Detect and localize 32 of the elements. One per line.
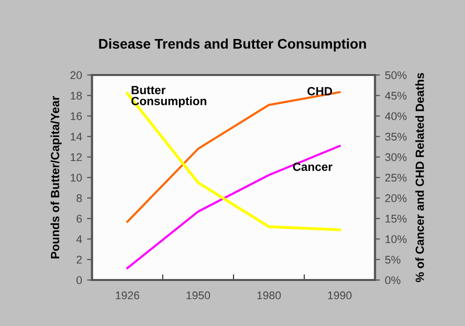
x-tick-label: 1980 [257,291,281,300]
y-tick-label: 0 [76,276,82,284]
y-axis-title: Pounds of Butter/Capita/Year [50,96,62,258]
chart-title: Disease Trends and Butter Consumption [99,38,366,52]
y-tick-label: 10 [70,174,82,182]
y2-tick-label: 10% [386,235,407,244]
y-tick-label: 18 [70,92,82,100]
x-tick-label: 1990 [328,291,352,300]
y2-tick-label: 25% [385,174,407,182]
y-tick-label: 20 [70,71,82,80]
y2-tick-label: 50% [385,71,407,80]
y2-tick-label: 40% [384,112,407,120]
y2-tick-label: 0% [385,276,400,284]
y2-tick-label: 20% [385,194,407,202]
y-tick-label: 12 [70,153,82,162]
y2-axis-title: % of Cancer and CHD Related Deaths [415,73,424,282]
y-tick-label: 6 [76,214,82,223]
y-tick-label: 4 [76,235,82,244]
x-tick-label: 1950 [186,291,210,300]
y2-tick-label: 5% [385,256,400,264]
y-tick-label: 16 [70,112,82,120]
y-tick-label: 2 [76,256,82,264]
y2-tick-label: 30% [385,153,407,162]
y2-tick-label: 15% [386,214,407,223]
y2-tick-label: 35% [385,132,407,141]
series-label: CHD [307,87,332,96]
y2-tick-label: 45% [384,92,407,100]
line-series [126,144,341,270]
x-tick-label: 1926 [116,291,140,300]
series-label: Cancer [293,162,332,171]
y-tick-label: 8 [76,194,82,202]
y-tick-label: 14 [70,132,82,141]
